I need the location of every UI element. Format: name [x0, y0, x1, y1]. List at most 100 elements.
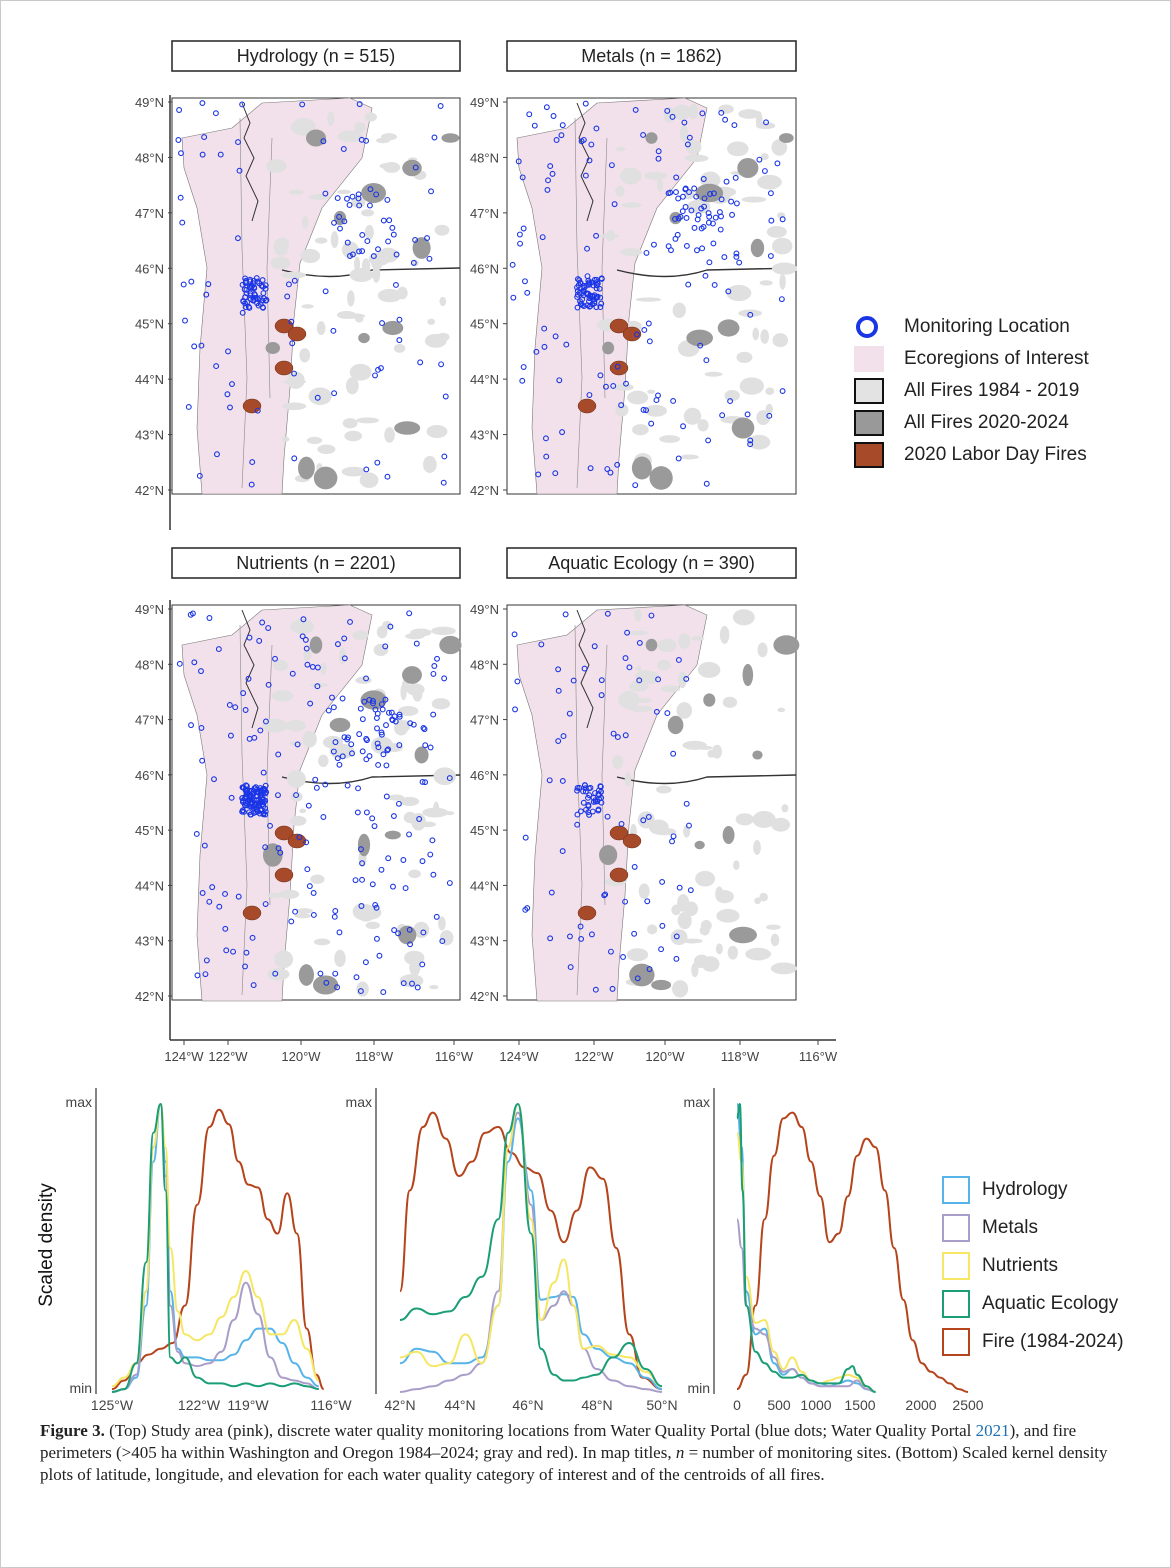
- monitoring-location-point: [385, 238, 392, 245]
- monitoring-location-point: [265, 681, 272, 688]
- monitoring-location-point: [622, 732, 629, 739]
- fire-perimeter-old: [349, 363, 372, 381]
- monitoring-location-point: [312, 776, 319, 783]
- caption-text: (Top) Study area (pink), discrete water …: [104, 1421, 976, 1440]
- fire-perimeter-old: [281, 436, 290, 442]
- monitoring-location-point: [182, 317, 188, 324]
- monitoring-location-point: [407, 941, 414, 948]
- monitoring-location-point: [304, 661, 311, 668]
- fire-perimeter-old: [341, 466, 366, 477]
- monitoring-location-point: [344, 239, 351, 246]
- monitoring-location-point: [239, 309, 246, 316]
- lat-tick-label: 43°N: [135, 428, 164, 443]
- citation-link[interactable]: 2021: [975, 1421, 1010, 1440]
- labor-day-fire: [242, 905, 262, 921]
- fire-perimeter-old: [618, 690, 640, 709]
- monitoring-location-point: [592, 986, 599, 993]
- monitoring-location-point: [288, 918, 295, 925]
- monitoring-location-point: [250, 294, 257, 301]
- fire-perimeter-old: [317, 444, 336, 455]
- monitoring-location-point: [412, 164, 419, 171]
- monitoring-location-point: [644, 898, 651, 905]
- monitoring-location-point: [202, 971, 209, 978]
- monitoring-location-point: [296, 834, 303, 841]
- lat-tick-label: 46°N: [470, 768, 499, 783]
- monitoring-location-point: [592, 790, 598, 796]
- lat-tick-label: 44°N: [135, 878, 164, 893]
- monitoring-location-point: [703, 480, 710, 487]
- monitoring-location-point: [361, 698, 368, 705]
- monitoring-location-point: [209, 884, 216, 891]
- lon-tick-label: 120°W: [645, 1049, 685, 1064]
- monitoring-location-point: [558, 132, 565, 139]
- monitoring-location-point: [387, 623, 394, 630]
- fire-perimeter-old: [735, 813, 754, 826]
- monitoring-location-point: [669, 838, 675, 845]
- legend-point-symbol: [854, 314, 884, 340]
- monitoring-location-point: [206, 898, 213, 905]
- monitoring-location-point: [275, 845, 282, 852]
- monitoring-location-point: [641, 327, 648, 333]
- monitoring-location-point: [203, 291, 210, 298]
- monitoring-location-point: [522, 906, 529, 913]
- lon-tick-label: 122°W: [208, 1049, 248, 1064]
- monitoring-location-point: [201, 842, 208, 849]
- monitoring-location-point: [247, 296, 254, 303]
- monitoring-location-point: [584, 245, 591, 252]
- monitoring-location-point: [593, 125, 600, 132]
- legend-fill-swatch: [854, 442, 884, 468]
- monitoring-location-point: [300, 616, 307, 623]
- fire-perimeter-old: [387, 794, 405, 801]
- monitoring-location-point: [288, 318, 295, 325]
- fire-perimeter-old: [286, 371, 305, 389]
- monitoring-location-point: [431, 663, 438, 669]
- monitoring-location-point: [531, 122, 538, 129]
- monitoring-location-point: [248, 793, 255, 799]
- monitoring-location-point: [203, 957, 210, 964]
- monitoring-location-point: [242, 707, 249, 713]
- legend-fill-swatch: [854, 378, 884, 404]
- monitoring-location-point: [249, 934, 256, 941]
- monitoring-location-point: [549, 170, 556, 177]
- fire-perimeter-old: [753, 839, 761, 855]
- monitoring-location-point: [670, 397, 677, 404]
- monitoring-location-point: [314, 394, 321, 401]
- monitoring-location-point: [346, 202, 353, 208]
- labor-day-fire: [274, 825, 294, 841]
- monitoring-location-point: [582, 100, 589, 107]
- monitoring-location-point: [441, 675, 448, 682]
- monitoring-location-point: [586, 792, 593, 799]
- fire-perimeter-old: [686, 199, 711, 214]
- monitoring-location-point: [580, 136, 587, 143]
- monitoring-location-point: [598, 275, 605, 282]
- monitoring-location-point: [675, 215, 682, 222]
- fire-perimeter-old: [379, 162, 400, 170]
- fire-perimeter-old: [644, 404, 667, 417]
- monitoring-location-point: [636, 677, 643, 684]
- monitoring-location-point: [587, 465, 594, 472]
- monitoring-location-point: [420, 724, 427, 731]
- fire-perimeter-old: [657, 659, 671, 671]
- monitoring-location-point: [664, 107, 671, 114]
- monitoring-location-point: [710, 190, 717, 197]
- monitoring-location-point: [703, 357, 710, 364]
- monitoring-location-point: [235, 893, 242, 900]
- monitoring-location-point: [683, 242, 690, 249]
- monitoring-location-point: [623, 380, 629, 387]
- monitoring-location-point: [188, 722, 194, 729]
- monitoring-location-point: [294, 741, 301, 748]
- monitoring-location-point: [593, 285, 600, 292]
- fire-perimeter-old: [376, 137, 391, 144]
- monitoring-location-point: [520, 225, 527, 232]
- labor-day-fire: [274, 867, 294, 883]
- monitoring-location-point: [383, 793, 390, 800]
- fire-perimeter-old: [770, 933, 780, 947]
- monitoring-location-point: [363, 756, 370, 763]
- monitoring-location-point: [304, 866, 311, 873]
- legend-label: Metals: [982, 1217, 1038, 1238]
- monitoring-location-point: [682, 204, 689, 210]
- fire-perimeter-old: [781, 804, 789, 813]
- monitoring-location-point: [446, 880, 453, 886]
- monitoring-location-point: [242, 304, 249, 311]
- monitoring-location-point: [687, 887, 694, 894]
